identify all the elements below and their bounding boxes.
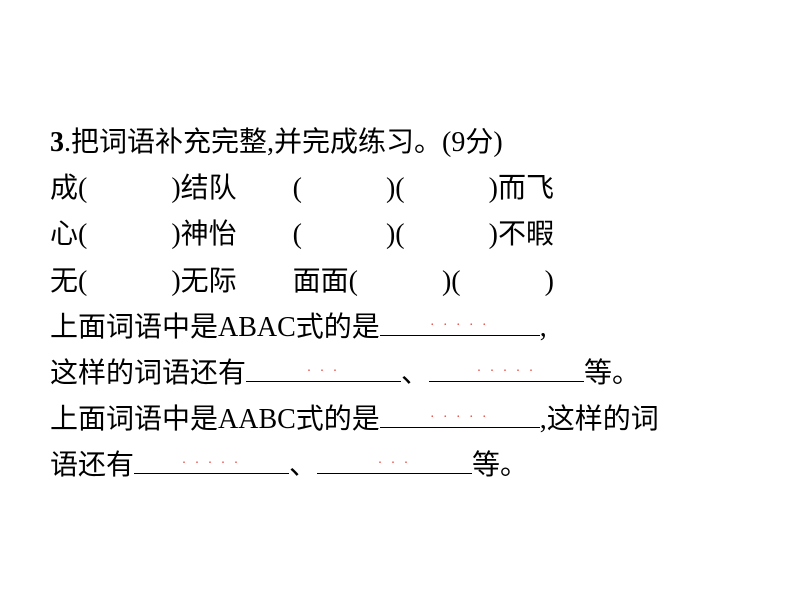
line-1: 3.把词语补充完整,并完成练习。(9分) [50,120,744,166]
line-8: 语还有 . . . . . 、 . . . 等。 [50,443,744,489]
exercise-content: 3.把词语补充完整,并完成练习。(9分) 成( )结队 ( )( )而飞 心( … [50,120,744,490]
red-hint-6: . . . [378,448,411,471]
blank-example-1: . . . [246,354,401,382]
red-hint-3: . . . . . [477,356,536,379]
line-3: 心( )神怡 ( )( )不暇 [50,212,744,258]
line-5-end: , [540,312,547,343]
blank-abac: . . . . . [380,308,540,336]
line-6-text-a: 这样的词语还有 [50,358,246,389]
line-1-text: .把词语补充完整,并完成练习。(9分) [64,127,503,158]
blank-example-2: . . . . . [429,354,584,382]
blank-aabc: . . . . . [380,400,540,428]
red-hint-4: . . . . . [431,402,490,425]
line-4: 无( )无际 面面( )( ) [50,259,744,305]
line-8-text-a: 语还有 [50,450,134,481]
blank-example-3: . . . . . [134,446,289,474]
line-2: 成( )结队 ( )( )而飞 [50,166,744,212]
separator-1: 、 [401,358,429,389]
line-6-end: 等。 [584,358,640,389]
line-7-end: ,这样的词 [540,404,659,435]
line-6: 这样的词语还有 . . . 、 . . . . . 等。 [50,351,744,397]
question-number: 3 [50,127,64,158]
blank-example-4: . . . [317,446,472,474]
red-hint-1: . . . . . [431,310,490,333]
separator-2: 、 [289,450,317,481]
line-7-text-a: 上面词语中是AABC式的是 [50,404,380,435]
red-hint-5: . . . . . [182,448,241,471]
line-7: 上面词语中是AABC式的是 . . . . . ,这样的词 [50,397,744,443]
line-5: 上面词语中是ABAC式的是 . . . . ., [50,305,744,351]
line-5-text-a: 上面词语中是ABAC式的是 [50,312,380,343]
red-hint-2: . . . [307,356,340,379]
line-8-end: 等。 [472,450,528,481]
